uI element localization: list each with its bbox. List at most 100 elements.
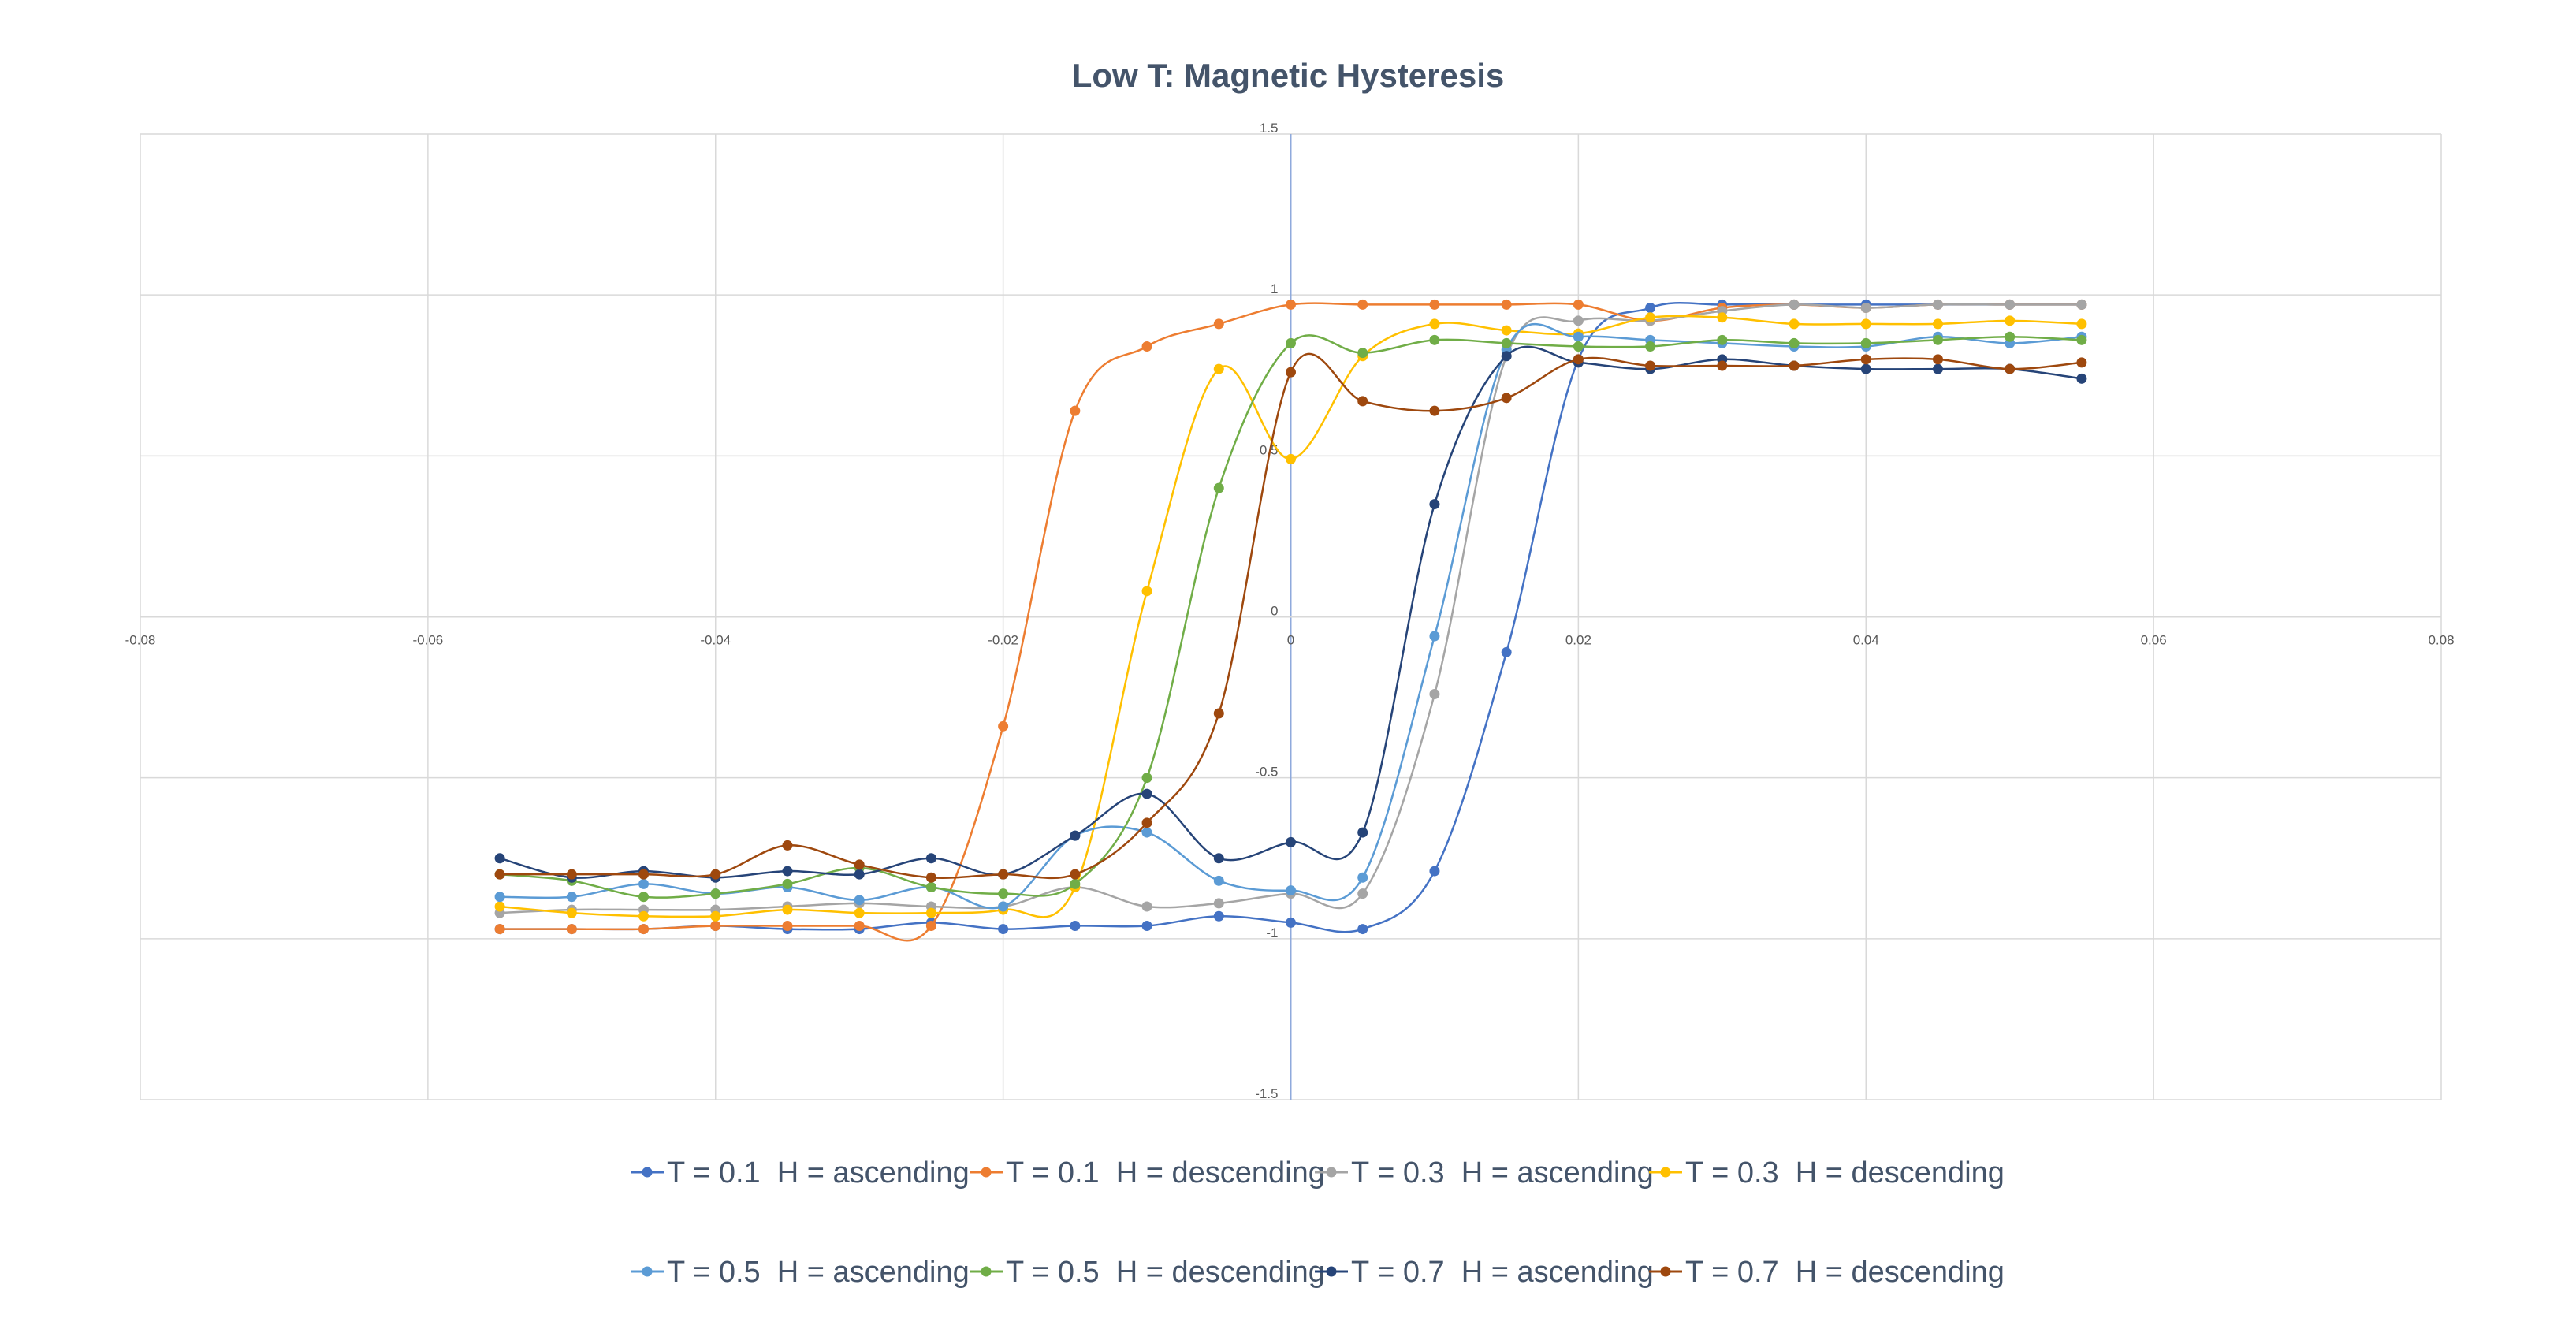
data-point — [1286, 453, 1296, 464]
data-point — [1286, 836, 1296, 847]
legend-item: T = 0.5 H = ascending — [631, 1256, 970, 1289]
legend: T = 0.1 H = ascending T = 0.1 H = descend… — [631, 1156, 2005, 1289]
legend-marker — [1660, 1167, 1671, 1178]
data-point — [494, 924, 505, 935]
data-point — [1789, 337, 1800, 348]
data-point — [1501, 337, 1512, 348]
legend-marker — [1326, 1167, 1337, 1178]
data-point — [1357, 827, 1368, 838]
data-point — [1932, 299, 1943, 310]
data-point — [2076, 334, 2087, 345]
data-point — [1213, 910, 1224, 922]
data-point — [2005, 363, 2016, 374]
data-point — [1932, 354, 1943, 365]
data-point — [494, 853, 505, 864]
data-point — [1070, 878, 1081, 889]
data-point — [1070, 830, 1081, 841]
data-point — [1286, 917, 1296, 928]
data-point — [782, 904, 793, 915]
data-point — [1429, 689, 1440, 699]
data-point — [1429, 299, 1440, 310]
y-tick-label: -1.5 — [1255, 1086, 1278, 1101]
data-point — [782, 840, 793, 851]
data-point — [1286, 367, 1296, 378]
x-tick-label: -0.04 — [700, 633, 731, 648]
data-point — [854, 907, 865, 918]
data-point — [1213, 318, 1224, 330]
legend-item: T = 0.1 H = ascending — [631, 1156, 970, 1190]
legend-label: T = 0.7 H = ascending — [1351, 1256, 1654, 1289]
data-point — [925, 882, 936, 892]
data-point — [1573, 299, 1584, 310]
data-point — [1429, 334, 1440, 345]
y-tick-label: -0.5 — [1255, 765, 1278, 780]
data-point — [638, 924, 650, 935]
data-point — [1501, 393, 1512, 404]
data-point — [2076, 318, 2087, 330]
data-point — [925, 921, 936, 931]
data-point — [854, 859, 865, 870]
data-point — [1141, 901, 1152, 912]
data-point — [925, 853, 936, 864]
data-point — [1860, 363, 1871, 374]
data-point — [1213, 875, 1224, 886]
data-point — [1789, 299, 1800, 310]
legend-item: T = 0.1 H = descending — [970, 1156, 1325, 1190]
data-point — [1573, 315, 1584, 326]
data-point — [2076, 299, 2087, 310]
legend-item: T = 0.7 H = descending — [1649, 1256, 2005, 1289]
legend-item: T = 0.3 H = descending — [1649, 1156, 2005, 1190]
data-point — [1573, 354, 1584, 365]
chart-title: Low T: Magnetic Hysteresis — [1071, 57, 1505, 94]
series-4 — [494, 312, 2087, 922]
data-point — [2076, 357, 2087, 368]
x-tick-label: -0.06 — [413, 633, 444, 648]
legend-label: T = 0.5 H = ascending — [667, 1256, 970, 1289]
data-point — [1501, 646, 1512, 657]
data-point — [1429, 499, 1440, 510]
data-point — [1213, 482, 1224, 493]
legend-marker — [642, 1266, 653, 1277]
data-point — [1573, 331, 1584, 342]
data-point — [854, 921, 865, 931]
data-point — [1141, 921, 1152, 931]
legend-label: T = 0.3 H = descending — [1685, 1156, 2005, 1190]
data-point — [782, 866, 793, 877]
data-point — [1429, 318, 1440, 330]
data-point — [1501, 325, 1512, 336]
legend-label: T = 0.3 H = ascending — [1351, 1156, 1654, 1190]
legend-item: T = 0.5 H = descending — [970, 1256, 1325, 1289]
legend-marker — [981, 1167, 992, 1178]
data-point — [854, 869, 865, 880]
data-point — [2005, 299, 2016, 310]
data-point — [566, 907, 577, 918]
data-point — [1286, 337, 1296, 348]
x-tick-label: -0.02 — [988, 633, 1018, 648]
data-point — [925, 872, 936, 883]
x-tick-label: 0.02 — [1565, 633, 1591, 648]
data-point — [2005, 315, 2016, 326]
data-point — [1717, 334, 1728, 345]
y-tick-label: 1.5 — [1260, 121, 1279, 136]
data-point — [1501, 299, 1512, 310]
data-point — [1932, 334, 1943, 345]
data-point — [494, 869, 505, 880]
data-point — [710, 910, 721, 922]
data-point — [1645, 312, 1656, 323]
legend-label: T = 0.1 H = descending — [1006, 1156, 1325, 1190]
data-point — [998, 924, 1009, 935]
data-point — [925, 907, 936, 918]
data-point — [1141, 773, 1152, 784]
data-point — [1141, 341, 1152, 352]
x-tick-label: 0 — [1287, 633, 1294, 648]
legend-marker — [981, 1266, 992, 1277]
data-point — [638, 878, 650, 889]
legend-item: T = 0.3 H = ascending — [1315, 1156, 1654, 1190]
data-point — [494, 892, 505, 903]
data-point — [1717, 360, 1728, 371]
data-point — [998, 720, 1009, 732]
data-point — [1357, 872, 1368, 883]
data-point — [566, 924, 577, 935]
data-point — [1860, 303, 1871, 313]
